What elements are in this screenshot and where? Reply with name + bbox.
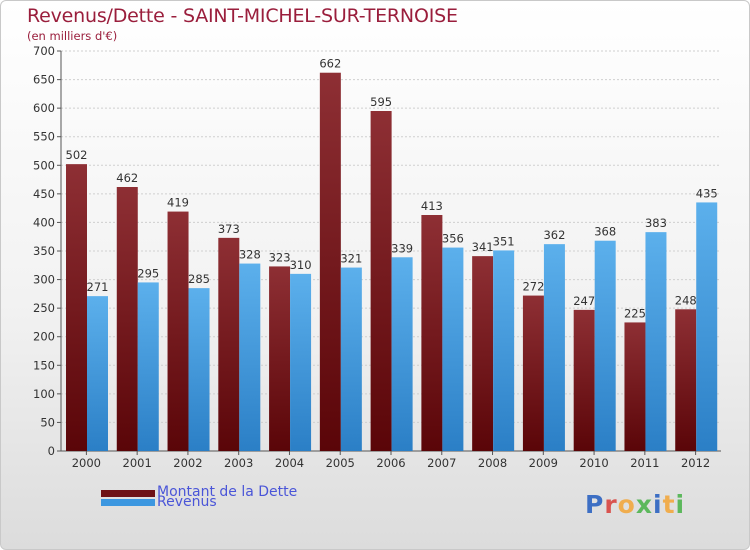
debt-bar — [472, 256, 494, 451]
debt-bar — [522, 295, 544, 451]
revenue-bar — [391, 257, 413, 451]
y-tick-label: 200 — [33, 330, 55, 344]
debt-value-label: 413 — [421, 199, 443, 213]
debt-value-label: 419 — [167, 196, 189, 210]
legend-label-debt: Montant de la Dette — [157, 484, 298, 500]
debt-bar — [624, 322, 646, 451]
revenue-bar — [290, 273, 312, 451]
revenue-value-label: 351 — [493, 234, 515, 248]
revenue-value-label: 321 — [340, 252, 362, 266]
revenue-value-label: 383 — [645, 216, 667, 230]
revenue-value-label: 328 — [239, 248, 261, 262]
debt-value-label: 373 — [218, 222, 240, 236]
bars — [66, 72, 718, 451]
logo-letter: i — [675, 490, 686, 519]
debt-value-label: 225 — [624, 306, 646, 320]
revenue-bar — [137, 282, 159, 451]
y-tick-label: 550 — [33, 130, 55, 144]
revenue-bar — [239, 263, 261, 451]
y-tick-label: 250 — [33, 301, 55, 315]
x-tick-label: 2012 — [681, 456, 710, 470]
revenue-bar — [543, 244, 565, 451]
debt-value-label: 323 — [269, 250, 291, 264]
revenue-bar — [645, 232, 667, 451]
debt-bar — [370, 111, 392, 451]
debt-value-label: 341 — [472, 240, 494, 254]
revenue-value-label: 435 — [696, 186, 718, 200]
revenue-bar — [87, 296, 108, 451]
x-tick-label: 2007 — [427, 456, 456, 470]
revenue-value-label: 362 — [543, 228, 565, 242]
debt-bar — [66, 164, 87, 451]
chart-title: Revenus/Dette - SAINT-MICHEL-SUR-TERNOIS… — [27, 5, 458, 27]
debt-value-label: 502 — [66, 148, 88, 162]
revenue-value-label: 271 — [87, 280, 109, 294]
debt-value-label: 595 — [370, 95, 392, 109]
debt-value-label: 248 — [675, 293, 697, 307]
chart-subtitle: (en milliers d'€) — [27, 29, 118, 43]
debt-bar — [319, 72, 341, 451]
revenue-bar — [188, 288, 210, 451]
y-tick-label: 450 — [33, 187, 55, 201]
legend-swatch-debt — [101, 490, 155, 497]
debt-value-label: 462 — [116, 171, 138, 185]
debt-bar — [269, 266, 291, 451]
y-tick-label: 700 — [33, 44, 55, 58]
legend-label-revenue: Revenus — [157, 494, 217, 510]
x-tick-label: 2001 — [123, 456, 152, 470]
x-tick-label: 2011 — [630, 456, 659, 470]
debt-bar — [421, 215, 443, 451]
x-tick-label: 2006 — [376, 456, 405, 470]
y-tick-label: 150 — [33, 358, 55, 372]
revenue-value-label: 310 — [290, 258, 312, 272]
x-tick-label: 2002 — [173, 456, 202, 470]
debt-bar — [116, 187, 138, 451]
y-tick-label: 50 — [40, 415, 55, 429]
revenue-value-label: 368 — [594, 225, 616, 239]
y-tick-label: 600 — [33, 101, 55, 115]
y-tick-label: 400 — [33, 215, 55, 229]
x-tick-label: 2005 — [326, 456, 355, 470]
revenue-value-label: 356 — [442, 232, 464, 246]
logo-letter: x — [635, 490, 653, 519]
logo-letter: o — [617, 490, 636, 519]
debt-value-label: 662 — [319, 57, 341, 71]
y-tick-label: 350 — [33, 244, 55, 258]
y-tick-label: 100 — [33, 387, 55, 401]
revenue-value-label: 285 — [188, 272, 210, 286]
debt-value-label: 272 — [522, 280, 544, 294]
x-tick-label: 2004 — [275, 456, 304, 470]
revenue-bar — [493, 250, 515, 451]
x-tick-label: 2009 — [529, 456, 558, 470]
x-tick-label: 2003 — [224, 456, 253, 470]
debt-bar — [218, 237, 240, 451]
revenue-value-label: 339 — [391, 241, 413, 255]
logo-letter: i — [653, 490, 663, 519]
x-tick-label: 2000 — [72, 456, 101, 470]
debt-bar — [573, 309, 595, 451]
proxiti-logo: Proxiti — [585, 490, 685, 519]
y-tick-label: 650 — [33, 73, 55, 87]
y-tick-label: 500 — [33, 158, 55, 172]
logo-letter: t — [662, 490, 676, 519]
x-tick-label: 2008 — [478, 456, 507, 470]
logo-letter: r — [604, 490, 618, 519]
axes: 0 50 100 150 200 250 300 350 400 450 500 550 600 650 7… — [33, 44, 721, 470]
debt-bar — [675, 309, 697, 451]
debt-bar — [167, 211, 189, 451]
x-tick-label: 2010 — [579, 456, 608, 470]
y-tick-label: 300 — [33, 273, 55, 287]
revenue-value-label: 295 — [137, 266, 159, 280]
legend-swatch-revenue — [101, 499, 155, 506]
revenue-bar — [594, 240, 616, 451]
revenue-bar — [340, 267, 362, 451]
y-tick-label: 0 — [48, 444, 55, 458]
logo-letter: P — [585, 490, 605, 519]
revenue-bar — [696, 202, 718, 451]
revenue-bar — [442, 247, 464, 451]
debt-value-label: 247 — [573, 294, 595, 308]
